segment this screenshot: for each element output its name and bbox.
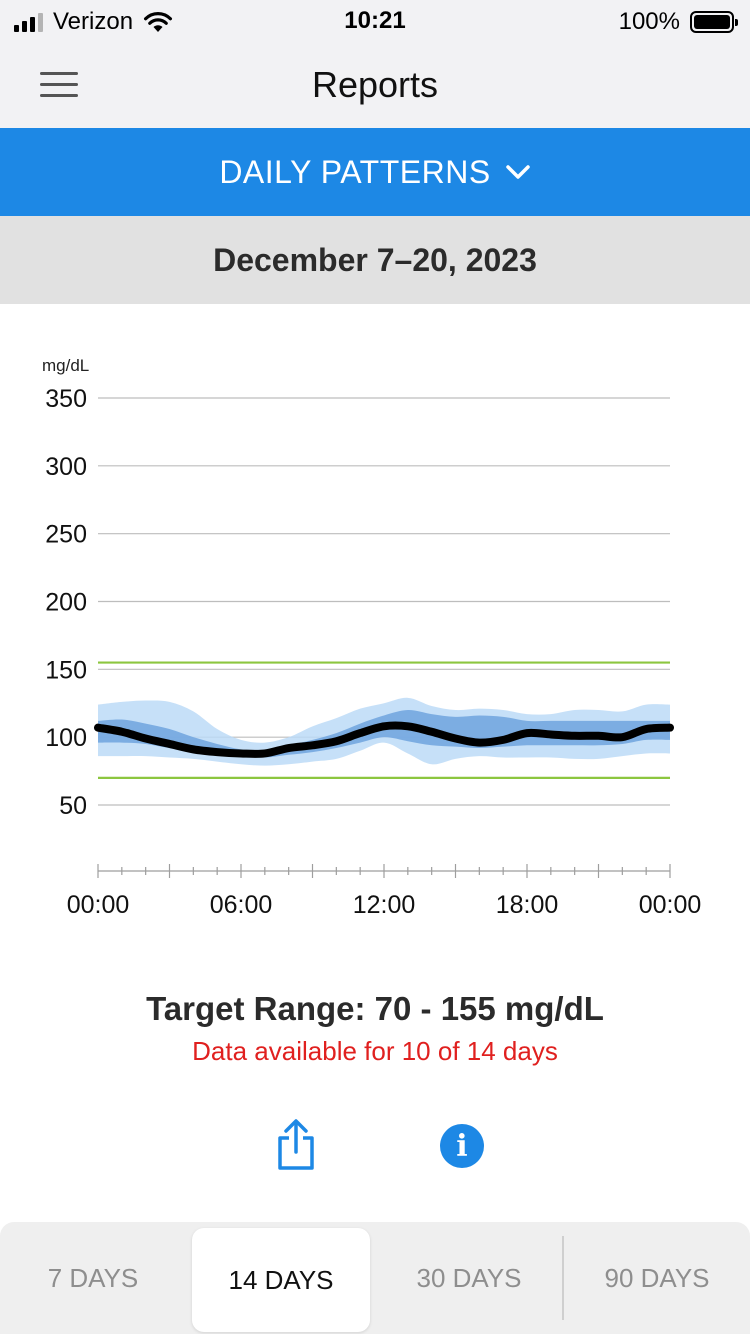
info-icon[interactable]: i: [440, 1124, 484, 1168]
x-tick-label: 18:00: [496, 891, 559, 919]
tab-label: 14 DAYS: [228, 1264, 334, 1295]
tab-7-days[interactable]: 7 DAYS: [0, 1222, 186, 1334]
tab-90-days[interactable]: 90 DAYS: [564, 1222, 750, 1334]
date-range-band: December 7–20, 2023: [0, 216, 750, 304]
status-left: Verizon: [14, 8, 173, 36]
y-tick-label: 200: [45, 589, 87, 617]
y-tick-label: 50: [59, 792, 87, 820]
chevron-down-icon: [505, 165, 530, 179]
tab-divider: [562, 1236, 564, 1320]
carrier-name: Verizon: [53, 8, 134, 35]
page-title: Reports: [311, 64, 439, 105]
inner-percentile-band: [98, 710, 670, 758]
status-bar: Verizon 10:21 100%: [0, 0, 750, 40]
period-segmented-control: 7 DAYS 14 DAYS 30 DAYS 90 DAYS: [0, 1222, 750, 1334]
report-type-dropdown[interactable]: DAILY PATTERNS: [0, 128, 750, 216]
info-glyph: i: [456, 1128, 468, 1164]
x-tick-label: 00:00: [639, 891, 702, 919]
x-tick-label: 06:00: [210, 891, 273, 919]
status-right: 100%: [618, 8, 738, 36]
hamburger-menu-icon[interactable]: [40, 72, 78, 98]
y-tick-label: 350: [45, 385, 87, 413]
cellular-signal-icon: [14, 12, 43, 32]
y-tick-label: 300: [45, 453, 87, 481]
tab-14-days[interactable]: 14 DAYS: [192, 1228, 370, 1332]
tab-30-days[interactable]: 30 DAYS: [376, 1222, 562, 1334]
y-tick-label: 250: [45, 521, 87, 549]
wifi-icon: [144, 12, 173, 32]
x-tick-label: 00:00: [67, 891, 130, 919]
tab-label: 7 DAYS: [47, 1262, 139, 1293]
battery-percentage: 100%: [618, 8, 680, 35]
y-tick-label: 150: [45, 656, 87, 684]
daily-patterns-chart: mg/dL 350 300 250 200 150 100 50 00:00 06:00 12:00…: [42, 356, 702, 919]
battery-icon: [690, 11, 738, 33]
share-icon[interactable]: [272, 1118, 320, 1172]
navigation-bar: Reports: [0, 40, 750, 128]
report-type-label: DAILY PATTERNS: [219, 153, 491, 190]
target-range-text: Target Range: 70 - 155 mg/dL: [146, 990, 604, 1027]
y-tick-label: 100: [45, 724, 87, 752]
date-range: December 7–20, 2023: [213, 241, 537, 278]
status-time: 10:21: [344, 7, 406, 34]
y-axis-unit-label: mg/dL: [42, 356, 89, 375]
median-line: [94, 721, 674, 758]
tab-label: 90 DAYS: [604, 1262, 710, 1293]
data-availability-text: Data available for 10 of 14 days: [192, 1036, 558, 1066]
x-tick-label: 12:00: [353, 891, 416, 919]
tab-label: 30 DAYS: [416, 1262, 522, 1293]
